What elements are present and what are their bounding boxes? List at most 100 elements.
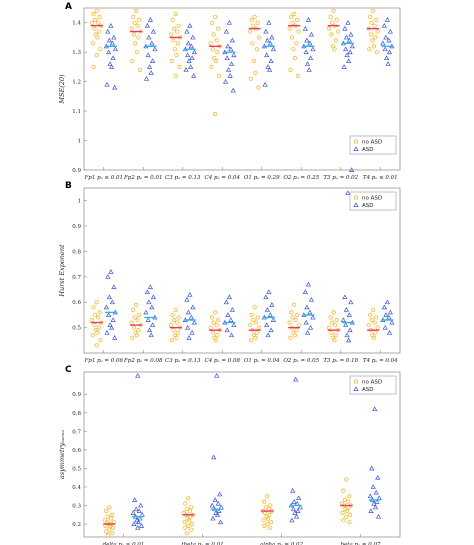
data-point-asd [264, 37, 270, 43]
data-point-asd [307, 55, 314, 61]
data-point-no-asd [369, 20, 374, 25]
data-point-asd [303, 319, 309, 325]
data-point-no-asd [344, 508, 350, 514]
y-tick-label: 1.3 [72, 50, 81, 56]
legend-box [349, 191, 397, 211]
data-point-asd [264, 307, 270, 312]
data-point-no-asd [94, 300, 99, 305]
data-point-no-asd [341, 518, 346, 523]
data-point-no-asd [174, 335, 179, 340]
data-point-no-asd [98, 47, 103, 52]
data-point-asd [265, 64, 271, 69]
plot-frame [83, 7, 401, 171]
data-point-no-asd [293, 317, 298, 323]
x-tick-label: C4 pₐ = 0.08 [205, 358, 241, 364]
data-point-no-asd [250, 41, 255, 46]
data-point-no-asd [136, 328, 141, 333]
data-point-asd [291, 499, 297, 504]
data-point-no-asd [130, 335, 135, 340]
data-point-asd [306, 67, 312, 72]
data-point-asd [190, 304, 196, 310]
data-point-no-asd [97, 310, 102, 315]
data-point-asd [375, 513, 382, 519]
data-point-no-asd [295, 73, 301, 78]
data-point-no-asd [134, 302, 139, 307]
legend-box [349, 135, 397, 155]
chart-panel-B: B 0.5 0.6 0.7 0.8 0.9 1 Hurst Exponent Fp1 pₐ = … [58, 181, 401, 364]
data-point-asd [146, 64, 153, 69]
data-point-asd [148, 70, 154, 75]
data-point-asd [304, 329, 311, 335]
data-point-no-asd [208, 41, 213, 46]
data-point-asd [149, 322, 156, 328]
data-point-no-asd [370, 38, 375, 43]
data-point-no-asd [134, 50, 140, 55]
data-point-no-asd [213, 310, 218, 315]
data-point-no-asd [91, 64, 96, 70]
x-tick-label: beta pₐ = 0.07 [341, 542, 381, 545]
x-tick-label: O1 pₐ = 0.04 [244, 358, 280, 364]
y-tick-label: 0.9 [72, 392, 81, 398]
data-point-asd [305, 281, 311, 287]
data-point-no-asd [175, 320, 180, 325]
data-point-no-asd [110, 531, 115, 536]
data-point-no-asd [295, 312, 300, 318]
data-point-no-asd [369, 317, 374, 323]
data-point-no-asd [371, 307, 376, 312]
data-point-no-asd [331, 310, 336, 315]
data-point-asd [307, 40, 313, 46]
data-point-asd [215, 500, 221, 506]
data-point-asd [185, 40, 191, 46]
data-point-no-asd [344, 514, 349, 519]
data-point-no-asd [296, 29, 301, 34]
data-point-no-asd [292, 302, 297, 307]
data-point-asd [368, 508, 374, 513]
data-point-asd [103, 304, 109, 310]
data-point-no-asd [133, 41, 138, 46]
data-point-asd [109, 40, 115, 46]
data-point-no-asd [248, 338, 253, 343]
data-point-no-asd [216, 73, 222, 78]
y-tick-label: 0.7 [72, 275, 81, 281]
data-point-no-asd [252, 305, 257, 310]
legend-marker-asd [353, 146, 359, 151]
data-point-no-asd [209, 64, 214, 70]
data-point-asd [111, 284, 117, 289]
data-point-asd [106, 312, 112, 317]
data-point-no-asd [372, 320, 377, 325]
data-point-no-asd [292, 55, 298, 61]
data-point-asd [228, 317, 234, 322]
data-point-no-asd [254, 320, 259, 325]
data-point-no-asd [102, 518, 107, 523]
y-tick-label: 0.6 [72, 300, 81, 306]
data-point-no-asd [249, 17, 254, 22]
data-point-no-asd [169, 58, 174, 64]
data-point-no-asd [187, 508, 192, 514]
data-point-no-asd [290, 315, 295, 320]
data-point-no-asd [368, 312, 373, 318]
data-point-asd [264, 322, 270, 328]
y-axis-label: asymmetryₐᵤₑᵤᵤ [58, 430, 66, 480]
data-point-no-asd [288, 67, 293, 72]
data-point-no-asd [184, 531, 189, 536]
data-point-no-asd [268, 525, 273, 530]
data-point-asd [345, 20, 351, 25]
legend-label-no-asd: no ASD [362, 196, 382, 202]
data-point-asd [227, 73, 233, 78]
data-point-asd [109, 64, 115, 69]
data-point-no-asd [107, 505, 112, 510]
data-point-asd [340, 317, 346, 322]
y-tick-label: 0.9 [72, 224, 81, 230]
data-point-asd [214, 512, 221, 517]
data-point-asd [110, 317, 116, 322]
data-point-asd [137, 515, 143, 521]
data-point-asd [223, 28, 229, 34]
data-point-no-asd [108, 516, 113, 521]
data-point-asd [226, 20, 232, 25]
data-point-no-asd [129, 320, 134, 325]
data-point-asd [296, 495, 302, 501]
data-point-no-asd [255, 20, 260, 25]
data-point-asd [383, 312, 389, 317]
data-point-no-asd [210, 330, 216, 335]
data-point-asd [266, 289, 272, 295]
